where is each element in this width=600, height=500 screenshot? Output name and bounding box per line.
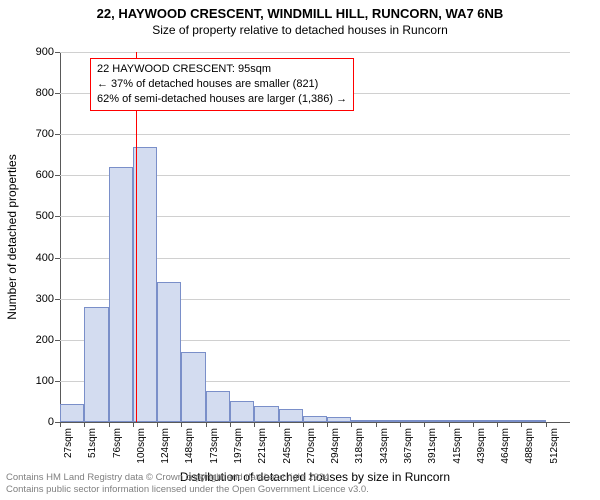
y-tick-label: 100	[24, 375, 54, 387]
y-tick	[55, 216, 60, 217]
x-tick-label: 76sqm	[112, 428, 123, 458]
chart-title: 22, HAYWOOD CRESCENT, WINDMILL HILL, RUN…	[0, 0, 600, 21]
x-tick	[206, 422, 207, 427]
y-tick-label: 600	[24, 169, 54, 181]
chart-area: 010020030040050060070080090027sqm51sqm76…	[60, 52, 570, 422]
info-line-1: 22 HAYWOOD CRESCENT: 95sqm	[97, 62, 347, 77]
x-tick	[279, 422, 280, 427]
x-tick-label: 415sqm	[452, 428, 463, 464]
y-tick-label: 500	[24, 210, 54, 222]
x-tick-label: 318sqm	[354, 428, 365, 464]
x-tick	[424, 422, 425, 427]
histogram-bar	[254, 406, 278, 422]
x-tick	[449, 422, 450, 427]
x-tick	[303, 422, 304, 427]
x-tick-label: 148sqm	[184, 428, 195, 464]
y-axis-label: Number of detached properties	[5, 154, 19, 319]
histogram-bar	[109, 167, 133, 422]
x-tick	[327, 422, 328, 427]
histogram-bar	[230, 401, 254, 422]
info-line-3: 62% of semi-detached houses are larger (…	[97, 92, 347, 107]
x-tick	[133, 422, 134, 427]
x-tick	[376, 422, 377, 427]
x-tick-label: 439sqm	[476, 428, 487, 464]
x-tick	[351, 422, 352, 427]
x-tick	[60, 422, 61, 427]
x-tick	[400, 422, 401, 427]
x-axis-line	[60, 422, 570, 423]
chart-container: 22, HAYWOOD CRESCENT, WINDMILL HILL, RUN…	[0, 0, 600, 500]
y-tick-label: 900	[24, 46, 54, 58]
x-tick-label: 294sqm	[330, 428, 341, 464]
histogram-bar	[521, 420, 545, 422]
x-tick	[181, 422, 182, 427]
x-tick-label: 221sqm	[257, 428, 268, 464]
x-tick-label: 197sqm	[233, 428, 244, 464]
y-tick-label: 800	[24, 87, 54, 99]
x-tick	[109, 422, 110, 427]
x-tick	[521, 422, 522, 427]
y-tick	[55, 340, 60, 341]
x-tick-label: 512sqm	[549, 428, 560, 464]
x-tick	[497, 422, 498, 427]
histogram-bar	[157, 282, 181, 422]
histogram-bar	[181, 352, 205, 422]
histogram-bar	[351, 420, 375, 422]
histogram-bar	[473, 420, 497, 422]
histogram-bar	[400, 420, 424, 422]
y-tick-label: 0	[24, 416, 54, 428]
y-tick-label: 200	[24, 334, 54, 346]
y-tick-label: 400	[24, 252, 54, 264]
histogram-bar	[279, 409, 303, 422]
y-tick	[55, 52, 60, 53]
footer-text: Contains HM Land Registry data © Crown c…	[6, 472, 369, 496]
x-tick	[84, 422, 85, 427]
y-tick-label: 700	[24, 128, 54, 140]
histogram-bar	[327, 417, 351, 422]
y-tick	[55, 258, 60, 259]
x-tick-label: 391sqm	[427, 428, 438, 464]
y-tick	[55, 299, 60, 300]
x-tick	[254, 422, 255, 427]
x-tick-label: 27sqm	[63, 428, 74, 458]
histogram-bar	[424, 420, 448, 422]
x-tick-label: 488sqm	[524, 428, 535, 464]
y-tick	[55, 175, 60, 176]
histogram-bar	[449, 420, 473, 422]
x-tick-label: 464sqm	[500, 428, 511, 464]
x-tick	[230, 422, 231, 427]
y-tick	[55, 93, 60, 94]
y-tick-label: 300	[24, 293, 54, 305]
footer-line-1: Contains HM Land Registry data © Crown c…	[6, 472, 369, 484]
histogram-bar	[497, 420, 521, 422]
histogram-bar	[303, 416, 327, 422]
x-tick	[473, 422, 474, 427]
x-tick-label: 124sqm	[160, 428, 171, 464]
histogram-bar	[206, 391, 230, 422]
y-tick	[55, 381, 60, 382]
histogram-bar	[376, 420, 400, 422]
x-tick-label: 270sqm	[306, 428, 317, 464]
chart-subtitle: Size of property relative to detached ho…	[0, 21, 600, 37]
x-tick	[546, 422, 547, 427]
y-axis-line	[60, 52, 61, 422]
histogram-bar	[60, 404, 84, 423]
x-tick-label: 173sqm	[209, 428, 220, 464]
info-line-2: ← 37% of detached houses are smaller (82…	[97, 77, 347, 92]
x-tick-label: 343sqm	[379, 428, 390, 464]
y-tick	[55, 134, 60, 135]
x-tick-label: 100sqm	[136, 428, 147, 464]
x-tick-label: 367sqm	[403, 428, 414, 464]
histogram-bar	[84, 307, 108, 422]
plot-region: 010020030040050060070080090027sqm51sqm76…	[60, 52, 570, 422]
x-tick-label: 51sqm	[87, 428, 98, 458]
info-box: 22 HAYWOOD CRESCENT: 95sqm← 37% of detac…	[90, 58, 354, 111]
x-tick	[157, 422, 158, 427]
x-tick-label: 245sqm	[282, 428, 293, 464]
footer-line-2: Contains public sector information licen…	[6, 484, 369, 496]
